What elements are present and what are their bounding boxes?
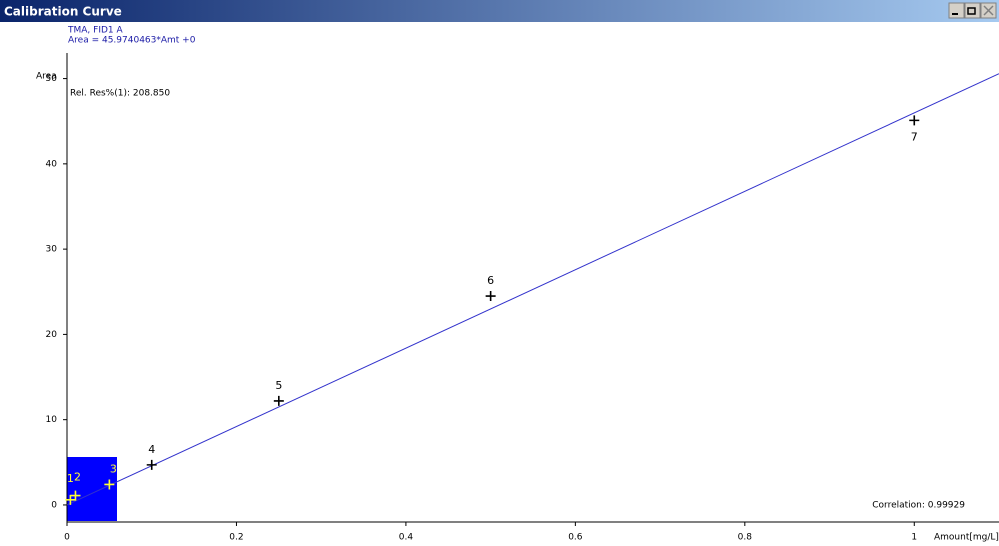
y-tick-label: 20 — [46, 330, 58, 340]
y-tick-label: 40 — [46, 159, 58, 169]
correlation: Correlation: 0.99929 — [872, 501, 965, 511]
data-point — [104, 479, 115, 490]
restore-icon — [967, 7, 976, 15]
equation: Area = 45.9740463*Amt +0 — [68, 36, 196, 46]
x-tick-label: 1 — [911, 533, 917, 543]
close-icon — [983, 5, 994, 16]
fit-line — [66, 73, 999, 506]
y-tick-label: 30 — [46, 245, 58, 255]
data-point — [485, 291, 496, 302]
y-tick-label: 10 — [46, 415, 58, 425]
y-axis-label: Area — [36, 72, 57, 82]
x-axis-label: Amount[mg/L] — [934, 533, 999, 543]
x-tick-label: 0.8 — [738, 533, 753, 543]
title-bar — [0, 0, 999, 22]
x-tick-label: 0 — [64, 533, 70, 543]
x-tick-label: 0.6 — [568, 533, 583, 543]
data-point — [65, 494, 76, 505]
y-tick-label: 50 — [46, 74, 58, 84]
point-label: 4 — [148, 443, 155, 456]
point-label: 6 — [487, 274, 494, 287]
x-tick-label: 0.4 — [399, 533, 414, 543]
minimize-button[interactable] — [948, 2, 965, 19]
x-tick-label: 0.2 — [229, 533, 243, 543]
point-label: 7 — [911, 130, 918, 143]
window-title: Calibration Curve — [4, 5, 122, 19]
point-label: 3 — [110, 462, 117, 475]
residual: Rel. Res%(1): 208.850 — [70, 89, 170, 99]
point-label: 1 — [67, 472, 74, 485]
data-point — [273, 395, 284, 406]
data-point — [146, 459, 157, 470]
y-tick-label: 0 — [51, 500, 57, 510]
data-point — [70, 490, 81, 501]
point-label: 5 — [275, 379, 282, 392]
window-buttons[interactable] — [948, 2, 997, 19]
subtitle: TMA, FID1 A — [67, 26, 123, 36]
data-point — [909, 115, 920, 126]
point-label: 2 — [74, 471, 81, 484]
